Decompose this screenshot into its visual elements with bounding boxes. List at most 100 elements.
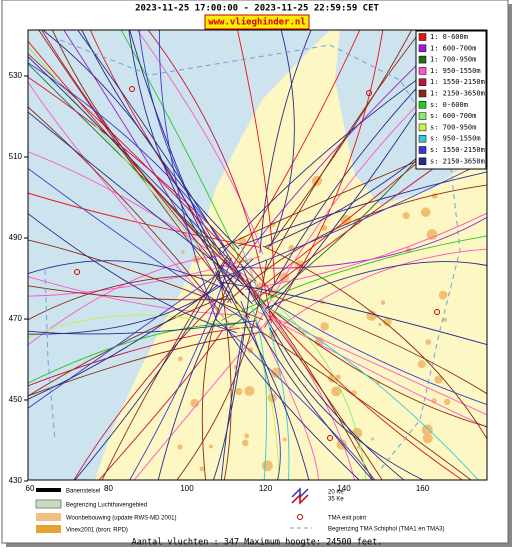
urban-blob (331, 386, 342, 397)
legend-swatch (418, 55, 427, 64)
legend-swatch (418, 146, 427, 154)
legend-swatch (418, 123, 427, 132)
urban-blob (425, 339, 432, 345)
urban-blob (271, 367, 282, 378)
flight-track (220, 333, 244, 480)
urban-blob (208, 444, 213, 449)
flight-track (28, 260, 223, 289)
urban-blob (438, 290, 448, 300)
flight-track (73, 299, 219, 480)
flight-track (176, 259, 268, 480)
legend (415, 30, 487, 170)
key-label: TMA exit point (328, 516, 366, 522)
flight-track (255, 322, 373, 480)
legend-label: s: 1550-2150m (430, 146, 485, 154)
key-label: Banenstelsel (66, 489, 100, 495)
key-ke-icon (291, 493, 309, 505)
flight-track (28, 255, 226, 346)
legend-swatch (418, 134, 427, 143)
urban-blob (421, 424, 433, 436)
flight-track (237, 30, 276, 284)
legend-swatch (418, 44, 427, 53)
legend-label: s: 2150-3650m (430, 157, 485, 165)
urban-blob (320, 322, 329, 331)
key-label: Begrenzing Luchthavengebied (66, 503, 147, 509)
x-tick-label: 60 (26, 484, 35, 493)
flight-track (266, 30, 412, 250)
urban-blob (422, 433, 433, 444)
key-label: 35 Ke (328, 497, 344, 503)
sea (28, 30, 330, 480)
flight-track (28, 285, 235, 301)
urban-blob (241, 439, 249, 447)
key-label: 20 Ke (328, 490, 344, 496)
legend-label: s: 950-1550m (430, 135, 481, 143)
legend-label: 1: 600-700m (430, 44, 476, 52)
flight-track (28, 272, 221, 409)
flight-track (138, 30, 243, 285)
urban-blob (177, 444, 183, 450)
y-tick-label: 470 (9, 314, 23, 323)
urban-blob (442, 317, 448, 323)
flight-track (216, 260, 232, 480)
flight-track (240, 263, 405, 480)
flight-track (28, 56, 230, 261)
urban-blob (235, 387, 243, 396)
legend-label: s: 0-600m (430, 101, 468, 109)
y-tick-label: 530 (9, 71, 23, 80)
urban-blob (402, 212, 410, 220)
flight-track (128, 30, 253, 305)
flight-track (224, 324, 360, 480)
urban-blob (417, 360, 426, 369)
key-runway-swatch (36, 488, 61, 492)
flight-track (257, 311, 487, 428)
urban-blob (282, 437, 287, 442)
flight-track (214, 271, 310, 480)
flight-track (77, 30, 259, 307)
flight-track (270, 30, 295, 247)
flight-track (201, 255, 246, 480)
flight-track (28, 295, 228, 397)
key-exit-icon (297, 514, 303, 520)
legend-swatch (418, 67, 427, 75)
legend-label: s: 600-700m (430, 112, 476, 120)
urban-blob (370, 437, 375, 441)
key: Banenstelsel Begrenzing Luchthavengebied… (35, 487, 445, 534)
flight-track (240, 300, 281, 480)
y-tick-label: 450 (9, 395, 23, 404)
legend-swatch (418, 33, 427, 41)
urban-blob (261, 460, 273, 472)
flight-track (28, 213, 237, 334)
flight-track (28, 76, 271, 291)
flight-track (232, 267, 383, 480)
urban-blob (356, 445, 360, 449)
x-tick-label: 80 (104, 484, 113, 493)
flight-track (268, 296, 367, 480)
key-label: Vinex2001 (bron: RPD) (66, 528, 128, 534)
urban-blob (244, 433, 250, 439)
exit-point (129, 86, 135, 92)
flight-track (63, 30, 232, 304)
flight-track (28, 276, 251, 316)
flight-track (260, 331, 472, 480)
x-tick-label: 120 (259, 484, 273, 493)
flight-track (238, 171, 487, 247)
footer: Aantal vluchten : 347 Maximum hoogte: 24… (132, 538, 383, 548)
site-link[interactable]: www.vlieghinder.nl (208, 17, 306, 28)
flight-track (220, 235, 487, 322)
urban-blob (244, 385, 255, 397)
urban-blob (420, 207, 431, 217)
legend-label: s: 700-950m (430, 123, 476, 131)
flight-track (258, 324, 319, 480)
flight-track (74, 261, 226, 480)
flight-track (28, 168, 260, 330)
y-tick-label: 510 (9, 152, 23, 161)
flight-track (273, 303, 487, 406)
exit-point (74, 269, 80, 275)
flight-track (28, 192, 261, 248)
legend-swatch (418, 157, 427, 166)
urban-blob (178, 356, 183, 362)
flight-track (240, 246, 290, 480)
